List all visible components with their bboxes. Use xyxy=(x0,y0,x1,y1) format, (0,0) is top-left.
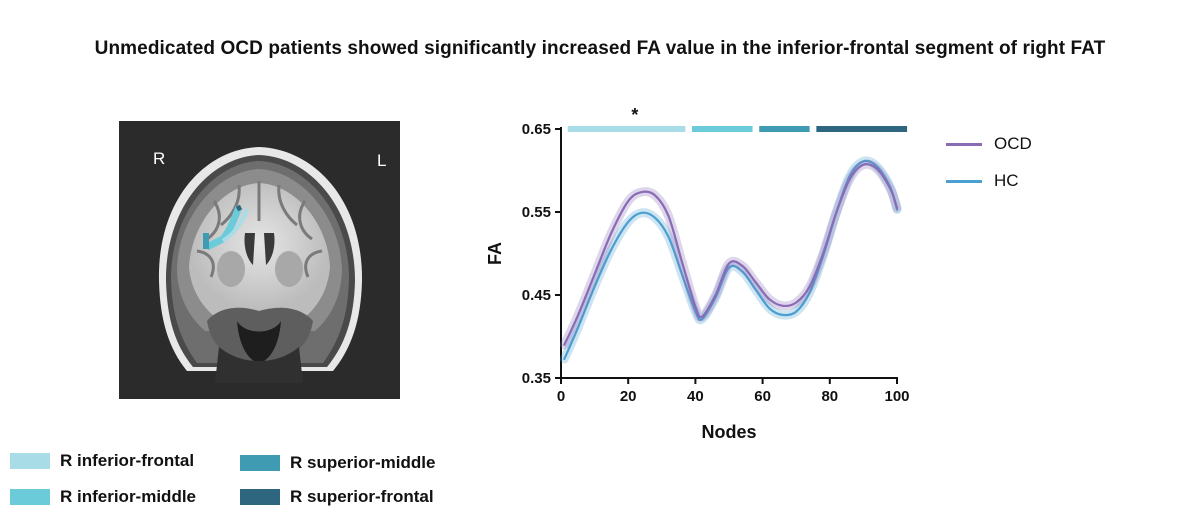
series-line-ocd xyxy=(563,162,899,346)
mri-label-left: L xyxy=(377,151,387,170)
x-tick-label: 0 xyxy=(557,388,565,405)
brain-illustration xyxy=(158,147,363,383)
x-tick-label: 80 xyxy=(821,388,838,405)
series-legend-item: HC xyxy=(946,171,1019,191)
segment-label: R inferior-frontal xyxy=(60,451,195,470)
y-tick-label: 0.45 xyxy=(522,287,551,304)
segment-label: R superior-middle xyxy=(290,453,436,472)
series-legend-line xyxy=(946,179,982,183)
series-legend-label: OCD xyxy=(994,134,1032,153)
x-tick-label: 100 xyxy=(884,388,909,405)
segment-swatch xyxy=(240,489,280,505)
x-tick-label: 20 xyxy=(620,388,637,405)
y-tick-label: 0.35 xyxy=(522,370,551,387)
segment-legend-item: R superior-middle xyxy=(240,451,435,475)
y-axis-label: FA xyxy=(485,242,505,265)
segment-label: R superior-frontal xyxy=(290,487,434,506)
series-legend-item: OCD xyxy=(946,134,1032,154)
segment-legend-item: R inferior-middle xyxy=(10,485,196,509)
segment-swatch xyxy=(240,455,280,471)
significance-marker: * xyxy=(631,105,638,125)
series-legend-line xyxy=(946,142,982,146)
segment-legend-item: R superior-frontal xyxy=(240,485,434,509)
y-tick-label: 0.65 xyxy=(522,121,551,138)
segment-swatch xyxy=(10,489,50,505)
fa-line-chart: 0.35 0.45 0.55 0.65 0 20 40 60 80 100 Nodes FA * xyxy=(485,105,910,442)
y-tick-label: 0.55 xyxy=(522,204,551,221)
series-legend-label: HC xyxy=(994,171,1019,190)
segment-legend-item: R inferior-frontal xyxy=(10,449,194,473)
series-confidence-band xyxy=(559,159,902,350)
x-axis-label: Nodes xyxy=(701,422,756,442)
figure-title: Unmedicated OCD patients showed signific… xyxy=(94,38,1106,59)
x-tick-label: 40 xyxy=(687,388,704,405)
mri-label-right: R xyxy=(153,149,166,168)
mri-image: R L xyxy=(119,121,400,399)
series-line-hc xyxy=(563,159,899,361)
segment-swatch xyxy=(10,453,50,469)
segment-label: R inferior-middle xyxy=(60,487,197,506)
x-tick-label: 60 xyxy=(754,388,771,405)
